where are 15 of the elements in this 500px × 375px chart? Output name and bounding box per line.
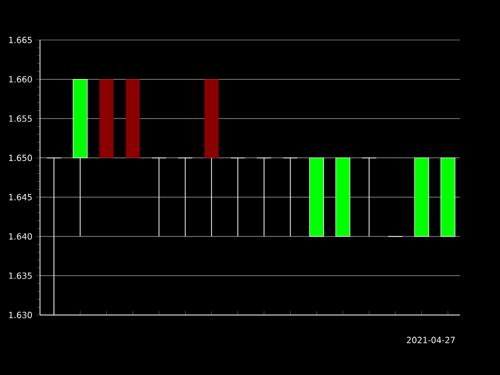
y-tick-label: 1.645 xyxy=(9,194,32,200)
y-tick-label: 1.660 xyxy=(9,76,32,82)
y-tick-label: 1.655 xyxy=(9,115,32,122)
candlestick xyxy=(282,157,298,237)
text: 2021-04-27 xyxy=(406,336,455,344)
y-tick-label: 1.640 xyxy=(9,233,32,240)
candlestick xyxy=(256,157,272,237)
candlestick xyxy=(178,157,193,237)
candlestick xyxy=(152,157,166,237)
y-tick-label: 1.665 xyxy=(9,36,32,44)
y-tick-label: 1.630 xyxy=(9,312,32,318)
y-tick-label: 1.650 xyxy=(9,154,32,162)
y-tick-label: 1.635 xyxy=(9,272,32,279)
candlestick xyxy=(230,157,246,237)
candlestick xyxy=(362,157,377,237)
